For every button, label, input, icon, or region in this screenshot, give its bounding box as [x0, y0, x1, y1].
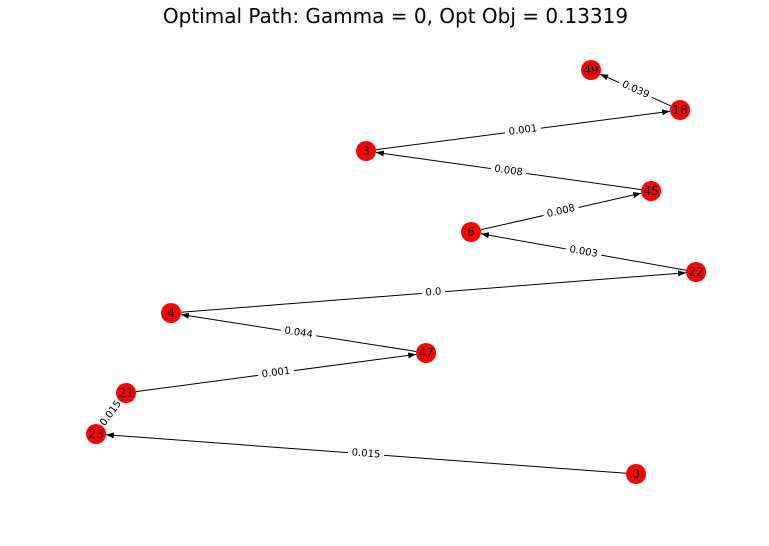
- node-49: [581, 60, 601, 80]
- node-23: [86, 424, 106, 444]
- edge-label-background: [564, 241, 603, 263]
- node-label-47: 47: [418, 346, 433, 360]
- edge-label-group: 0.039: [616, 76, 655, 104]
- edge-labels-layer: 0.015 0.015 0.001 0.044 0.0 0.003 0.008 0.008 0.…: [94, 76, 655, 463]
- edge-weight-label: 0.0: [425, 286, 442, 298]
- edge-weight-label: 0.015: [351, 447, 380, 460]
- edge-label-background: [257, 363, 295, 383]
- node-label-4: 4: [167, 306, 175, 320]
- edge-label-background: [489, 161, 528, 181]
- node-label-3: 3: [362, 144, 370, 158]
- graph-title: Optimal Path: Gamma = 0, Opt Obj = 0.133…: [162, 4, 629, 28]
- node-label-22: 22: [688, 265, 703, 279]
- edge-label-background: [504, 121, 542, 140]
- edge-label-background: [421, 284, 446, 301]
- node-label-0: 0: [632, 467, 640, 481]
- node-label-45: 45: [643, 184, 658, 198]
- edge-label-group: 0.003: [564, 241, 603, 263]
- edge-weight-label: 0.001: [508, 123, 538, 138]
- edge-label-group: 0.0: [421, 284, 446, 301]
- node-6: [461, 222, 481, 242]
- edge-label-background: [347, 445, 385, 463]
- node-label-6: 6: [467, 225, 475, 239]
- edge-label-group: 0.015: [94, 394, 128, 433]
- edges-layer: [101, 73, 687, 474]
- edge-weight-label: 0.044: [284, 325, 314, 340]
- edge-label-background: [94, 394, 128, 433]
- node-18: [670, 100, 690, 120]
- edge-label-background: [279, 323, 318, 343]
- edge-label-group: 0.001: [257, 363, 295, 383]
- node-22: [686, 262, 706, 282]
- node-label-21: 21: [118, 386, 133, 400]
- node-label-18: 18: [672, 103, 687, 117]
- node-0: [626, 464, 646, 484]
- edge-label-background: [541, 200, 581, 223]
- edge-weight-label: 0.001: [261, 366, 291, 381]
- edge-label-group: 0.044: [279, 323, 318, 343]
- edge-label-group: 0.008: [541, 200, 581, 223]
- node-47: [416, 343, 436, 363]
- node-label-49: 49: [583, 63, 598, 77]
- edge-weight-label: 0.008: [494, 164, 524, 179]
- edge-label-group: 0.015: [347, 445, 385, 463]
- node-label-23: 23: [88, 427, 103, 441]
- node-3: [356, 141, 376, 161]
- edge-label-group: 0.008: [489, 161, 528, 181]
- node-21: [116, 383, 136, 403]
- node-4: [161, 303, 181, 323]
- node-45: [641, 181, 661, 201]
- edge-label-group: 0.001: [504, 121, 542, 140]
- edge-label-background: [616, 76, 655, 104]
- edge-weight-label: 0.003: [568, 244, 598, 260]
- nodes-layer: 49 18 3 45 6 22 4 47 21 23 0: [86, 60, 706, 484]
